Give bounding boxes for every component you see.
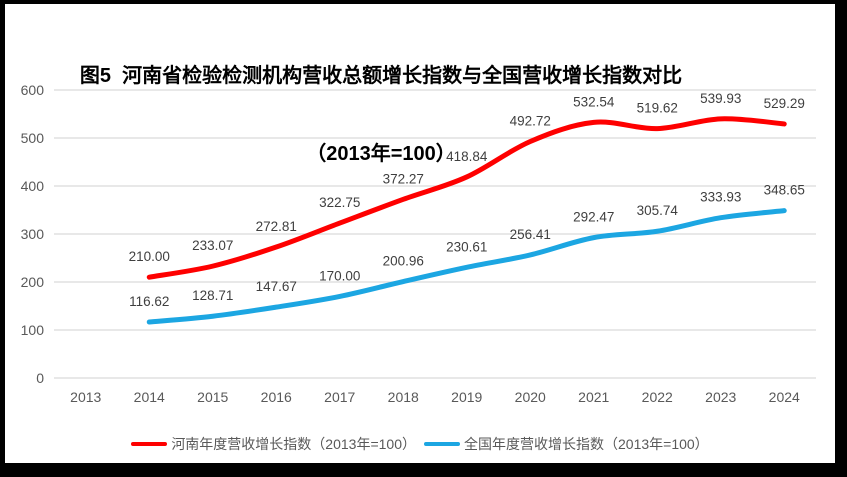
henan-data-label: 322.75 [319, 195, 360, 210]
henan-series-label: 河南年度营收增长指数（2013年=100） [171, 436, 416, 452]
henan-series-line [146, 116, 787, 280]
x-tick-label: 2017 [324, 389, 355, 405]
y-tick-label: 300 [21, 226, 45, 242]
national-series-line [146, 208, 787, 325]
chart-title: 图5 河南省检验检测机构营收总额增长指数与全国营收增长指数对比 （2013年=1… [5, 11, 757, 219]
chart-title-line2: （2013年=100） [306, 143, 456, 165]
henan-data-label: 529.29 [764, 96, 805, 111]
national-data-label: 128.71 [192, 288, 233, 303]
legend-item-henan: 河南年度营收增长指数（2013年=100） [131, 434, 416, 454]
y-tick-label: 0 [36, 370, 44, 386]
henan-data-label: 272.81 [256, 219, 297, 234]
legend-item-national: 全国年度营收增长指数（2013年=100） [424, 434, 709, 454]
national-data-label: 305.74 [637, 203, 679, 218]
national-data-label: 333.93 [700, 190, 741, 205]
national-data-label: 348.65 [764, 183, 805, 198]
national-data-label: 292.47 [573, 210, 614, 225]
y-tick-label: 500 [21, 130, 45, 146]
henan-data-label: 519.62 [637, 101, 678, 116]
line-chart: 0 100 200 300 400 500 600 2013 2014 2015 2016 2017 2… [21, 82, 816, 405]
national-data-label: 200.96 [383, 254, 424, 269]
x-tick-label: 2024 [769, 389, 800, 405]
national-data-label: 116.62 [129, 294, 169, 309]
henan-data-label: 372.27 [383, 171, 424, 186]
x-tick-label: 2021 [578, 389, 609, 405]
y-tick-label: 100 [21, 322, 45, 338]
henan-data-label: 233.07 [192, 238, 233, 253]
national-data-label: 170.00 [319, 268, 360, 283]
y-tick-label: 600 [21, 82, 45, 98]
henan-data-label: 210.00 [129, 249, 170, 264]
national-data-label: 230.61 [446, 239, 487, 254]
national-series-label: 全国年度营收增长指数（2013年=100） [464, 436, 709, 452]
national-data-label: 256.41 [510, 227, 551, 242]
henan-data-label: 539.93 [700, 91, 741, 106]
national-data-label: 147.67 [256, 279, 297, 294]
y-tick-label: 400 [21, 178, 45, 194]
x-tick-label: 2018 [388, 389, 419, 405]
national-series-swatch [424, 442, 460, 446]
henan-data-label: 418.84 [446, 149, 488, 164]
x-tick-label: 2019 [451, 389, 482, 405]
x-tick-label: 2020 [515, 389, 546, 405]
henan-data-label: 532.54 [573, 94, 615, 109]
x-tick-label: 2022 [642, 389, 673, 405]
x-tick-label: 2015 [197, 389, 228, 405]
chart-canvas: 图5 河南省检验检测机构营收总额增长指数与全国营收增长指数对比 （2013年=1… [5, 4, 835, 463]
y-tick-label: 200 [21, 274, 45, 290]
legend: 河南年度营收增长指数（2013年=100） 全国年度营收增长指数（2013年=1… [5, 434, 835, 454]
x-tick-label: 2016 [261, 389, 292, 405]
chart-title-line1: 图5 河南省检验检测机构营收总额增长指数与全国营收增长指数对比 [79, 65, 683, 87]
x-tick-label: 2014 [134, 389, 165, 405]
x-tick-label: 2023 [705, 389, 736, 405]
henan-data-label: 492.72 [510, 113, 551, 128]
henan-series-swatch [131, 442, 168, 446]
x-tick-label: 2013 [70, 389, 101, 405]
